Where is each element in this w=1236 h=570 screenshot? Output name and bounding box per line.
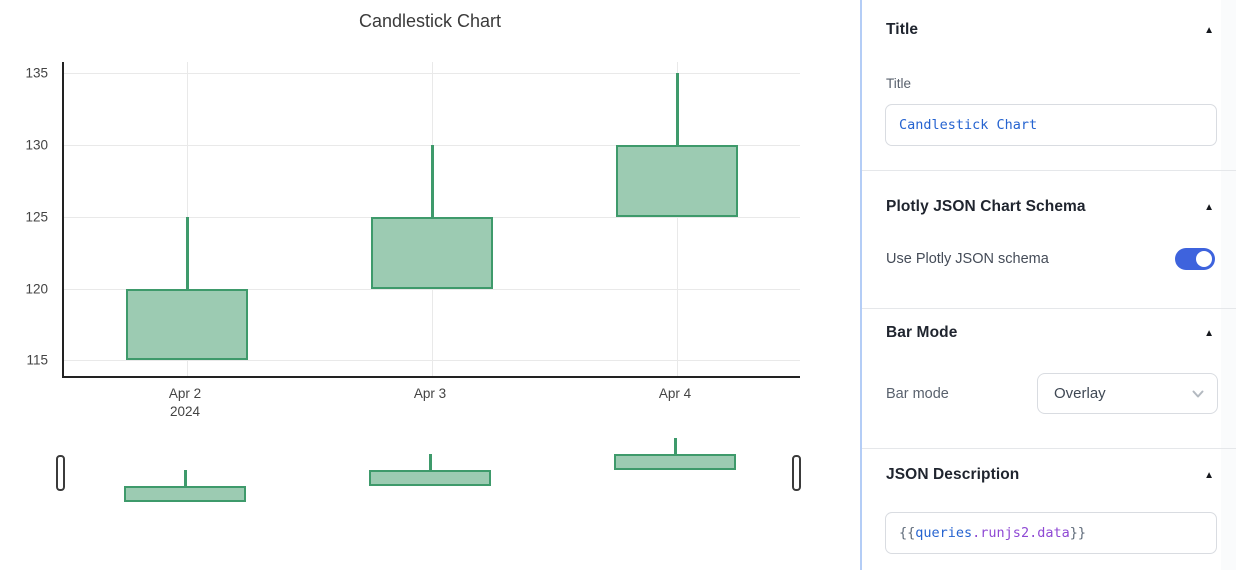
y-axis-tick-label: 120 <box>25 281 48 297</box>
use-plotly-schema-label: Use Plotly JSON schema <box>886 251 1049 267</box>
json-description-input[interactable]: {{queries.runjs2.data}} <box>885 512 1217 554</box>
section-divider <box>862 308 1236 309</box>
y-axis-tick-label: 125 <box>25 209 48 225</box>
candlestick-wick <box>186 216 189 289</box>
rangeslider-candle <box>124 486 246 502</box>
y-axis-tick-label: 135 <box>25 65 48 81</box>
x-axis-tick-label: Apr 3 <box>413 386 447 401</box>
candlestick[interactable] <box>616 145 738 217</box>
rangeslider-candle <box>369 470 491 486</box>
candlestick-wick <box>676 73 679 146</box>
y-axis: 135 130 125 120 115 <box>0 0 56 570</box>
bar-mode-selected-value: Overlay <box>1054 385 1106 402</box>
title-input-value: Candlestick Chart <box>899 117 1038 133</box>
code-token: queries <box>915 525 973 541</box>
candlestick-wick <box>431 145 434 217</box>
section-header-bar-mode[interactable]: Bar Mode <box>886 324 958 341</box>
use-plotly-schema-toggle[interactable] <box>1175 248 1215 270</box>
code-token: {{ <box>899 525 916 541</box>
gridline <box>677 62 678 376</box>
code-token: .runjs2.data <box>972 525 1070 541</box>
section-divider <box>862 170 1236 171</box>
toggle-knob <box>1196 251 1212 267</box>
candlestick[interactable] <box>126 288 248 361</box>
rangeslider-handle-left[interactable] <box>56 455 65 491</box>
title-field-label: Title <box>886 76 912 91</box>
chevron-down-icon <box>1192 390 1204 398</box>
plot-area[interactable] <box>62 62 800 378</box>
y-axis-tick-label: 115 <box>26 352 48 368</box>
collapse-icon[interactable]: ▲ <box>1204 202 1214 213</box>
code-token: }} <box>1069 525 1086 541</box>
y-axis-tick-label: 130 <box>25 137 48 153</box>
section-header-title[interactable]: Title <box>886 21 919 38</box>
rangeslider-candle-wick <box>674 438 677 454</box>
title-input[interactable]: Candlestick Chart <box>885 104 1217 146</box>
inspector-panel: Title ▲ Title Candlestick Chart Plotly J… <box>860 0 1236 570</box>
candlestick[interactable] <box>371 216 493 289</box>
section-divider <box>862 448 1236 449</box>
collapse-icon[interactable]: ▲ <box>1204 328 1214 339</box>
x-axis-tick-label: Apr 2 2024 <box>168 386 202 419</box>
collapse-icon[interactable]: ▲ <box>1204 470 1214 481</box>
bar-mode-select[interactable]: Overlay <box>1037 373 1218 414</box>
bar-mode-label: Bar mode <box>886 386 949 402</box>
section-header-json-description[interactable]: JSON Description <box>886 466 1020 483</box>
rangeslider-candle-wick <box>184 470 187 486</box>
x-axis-tick-label: Apr 4 <box>658 386 692 401</box>
section-header-plotly-schema[interactable]: Plotly JSON Chart Schema <box>886 198 1086 215</box>
collapse-icon[interactable]: ▲ <box>1204 25 1214 36</box>
chart-title: Candlestick Chart <box>358 11 502 31</box>
scroll-gutter <box>1221 0 1236 570</box>
rangeslider-candle-wick <box>429 454 432 470</box>
rangeslider-handle-right[interactable] <box>792 455 801 491</box>
rangeslider-candle <box>614 454 736 470</box>
